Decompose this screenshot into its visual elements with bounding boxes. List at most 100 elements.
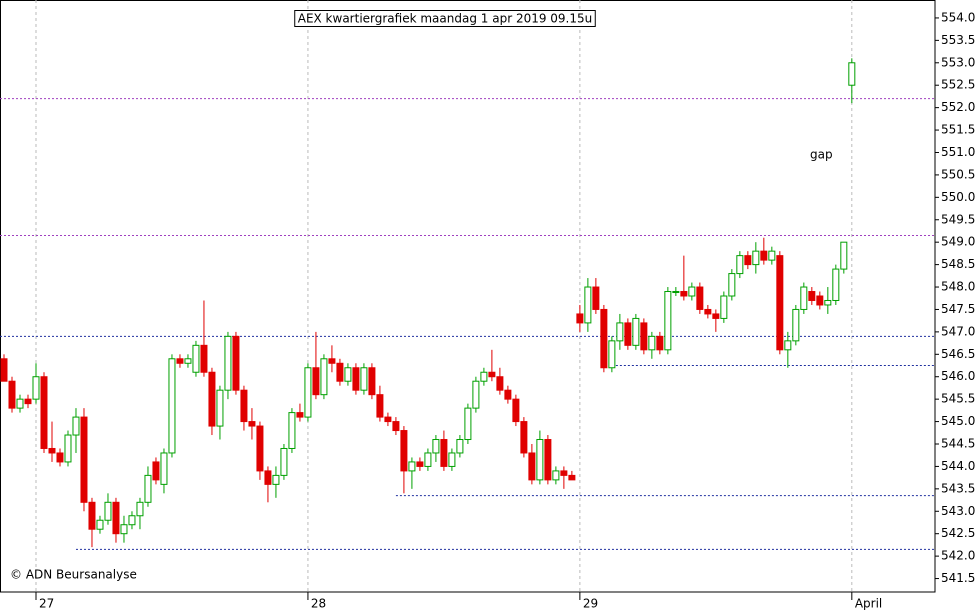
candle-body bbox=[24, 398, 32, 405]
candle-body bbox=[328, 358, 336, 364]
candle-body bbox=[776, 255, 784, 351]
candle-body bbox=[120, 524, 128, 535]
candle-body bbox=[608, 340, 616, 369]
candle-body bbox=[184, 358, 192, 364]
candle-body bbox=[264, 470, 272, 485]
candle-body bbox=[448, 452, 456, 467]
candle-body bbox=[584, 286, 592, 324]
y-tick-label: 550.0 bbox=[941, 190, 975, 204]
candle-body bbox=[280, 447, 288, 476]
y-tick-label: 543.5 bbox=[941, 481, 975, 495]
candle-body bbox=[104, 501, 112, 521]
candle-body bbox=[688, 286, 696, 297]
candle-body bbox=[640, 322, 648, 351]
candle-body bbox=[208, 371, 216, 427]
candle-body bbox=[832, 268, 840, 301]
candle-body bbox=[800, 286, 808, 310]
candle-body bbox=[480, 371, 488, 382]
candle-body bbox=[840, 241, 848, 270]
y-tick-label: 552.0 bbox=[941, 100, 975, 114]
y-tick-label: 546.0 bbox=[941, 369, 975, 383]
candle-body bbox=[136, 501, 144, 517]
y-tick-label: 544.0 bbox=[941, 459, 975, 473]
candle-body bbox=[656, 335, 664, 351]
title-box bbox=[294, 10, 596, 27]
candle-body bbox=[512, 398, 520, 423]
y-tick-label: 548.5 bbox=[941, 257, 975, 271]
candle-body bbox=[256, 425, 264, 472]
candle-body bbox=[160, 452, 168, 485]
candle-body bbox=[632, 317, 640, 346]
candle-body bbox=[88, 501, 96, 530]
candle-body bbox=[600, 308, 608, 369]
y-tick-label: 549.0 bbox=[941, 235, 975, 249]
candle-body bbox=[192, 344, 200, 373]
candle-body bbox=[824, 299, 832, 306]
y-tick-label: 541.5 bbox=[941, 571, 975, 585]
y-tick-label: 543.0 bbox=[941, 504, 975, 518]
candle-body bbox=[808, 291, 816, 301]
candle-body bbox=[336, 362, 344, 382]
candle-body bbox=[112, 501, 120, 535]
candle-body bbox=[64, 434, 72, 463]
candle-body bbox=[680, 291, 688, 297]
y-tick-label: 551.5 bbox=[941, 123, 975, 137]
candle-body bbox=[224, 335, 232, 391]
candle-body bbox=[672, 291, 680, 294]
y-tick-label: 545.0 bbox=[941, 414, 975, 428]
candle-body bbox=[704, 308, 712, 315]
candle-body bbox=[472, 380, 480, 409]
candle-body bbox=[544, 439, 552, 481]
y-tick-label: 547.0 bbox=[941, 324, 975, 338]
candle-body bbox=[440, 439, 448, 467]
candle-body bbox=[712, 313, 720, 319]
candle-body bbox=[240, 389, 248, 423]
y-tick-label: 542.5 bbox=[941, 526, 975, 540]
candle-body bbox=[720, 295, 728, 319]
y-tick-label: 544.5 bbox=[941, 437, 975, 451]
candle-body bbox=[560, 470, 568, 476]
candle-body bbox=[592, 286, 600, 310]
candle-body bbox=[152, 461, 160, 481]
candle-body bbox=[624, 322, 632, 346]
candle-body bbox=[664, 291, 672, 351]
candle-body bbox=[744, 255, 752, 266]
candle-body bbox=[312, 367, 320, 396]
candle-body bbox=[408, 461, 416, 472]
candle-body bbox=[768, 250, 776, 261]
candle-body bbox=[752, 250, 760, 266]
candle-body bbox=[528, 452, 536, 481]
candle-body bbox=[144, 474, 152, 503]
candle-body bbox=[520, 421, 528, 454]
y-tick-label: 547.5 bbox=[941, 302, 975, 316]
candle-body bbox=[96, 519, 104, 530]
y-tick-label: 551.0 bbox=[941, 145, 975, 159]
candle-body bbox=[376, 394, 384, 418]
candle-body bbox=[384, 416, 392, 423]
candle-body bbox=[288, 412, 296, 449]
candle-body bbox=[696, 286, 704, 310]
candle-body bbox=[392, 421, 400, 432]
candle-body bbox=[416, 461, 424, 467]
candle-body bbox=[400, 430, 408, 472]
candle-body bbox=[176, 358, 184, 364]
y-tick-label: 542.0 bbox=[941, 549, 975, 563]
candle-body bbox=[48, 447, 56, 454]
candle-body bbox=[464, 407, 472, 441]
candle-body bbox=[784, 340, 792, 351]
y-tick-label: 553.0 bbox=[941, 55, 975, 69]
candle-body bbox=[16, 398, 24, 409]
candle-body bbox=[728, 273, 736, 297]
copyright: © ADN Beursanalyse bbox=[10, 568, 137, 582]
candle-body bbox=[304, 367, 312, 418]
candle-body bbox=[344, 367, 352, 382]
candle-body bbox=[352, 367, 360, 391]
y-tick-label: 552.5 bbox=[941, 78, 975, 92]
candle-body bbox=[128, 515, 136, 526]
candle-body bbox=[496, 376, 504, 391]
candle-body bbox=[216, 389, 224, 427]
candle-body bbox=[248, 421, 256, 427]
candle-body bbox=[360, 367, 368, 391]
candle-body bbox=[760, 250, 768, 261]
